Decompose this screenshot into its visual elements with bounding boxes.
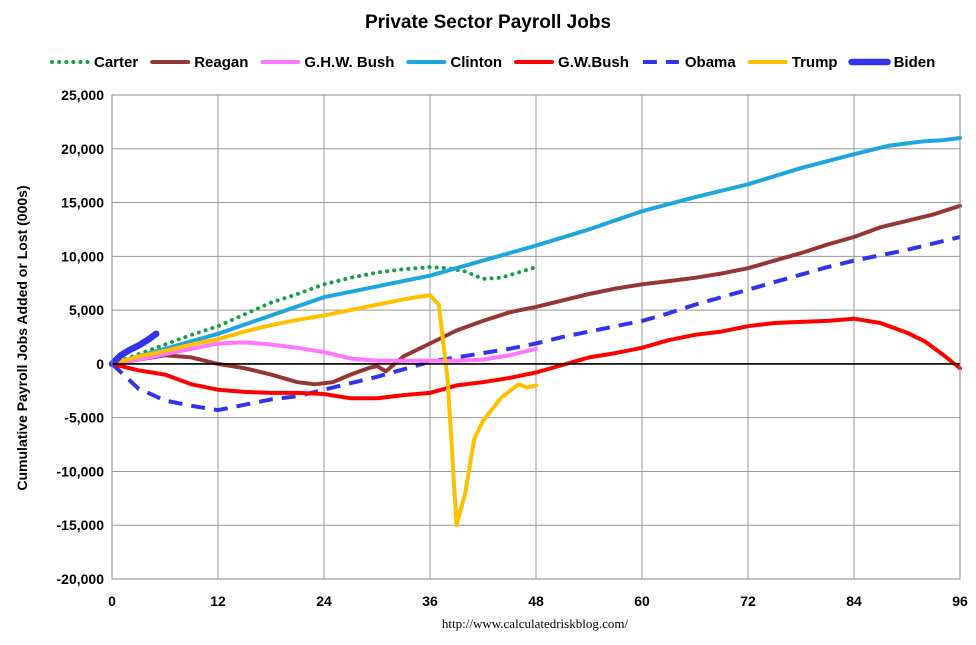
series-line-g-w-bush (110, 316, 962, 401)
x-tick-label: 24 (316, 593, 332, 609)
y-tick-label: 0 (96, 356, 104, 372)
legend-label-obama: Obama (685, 54, 737, 71)
legend-label-g-h-w-bush: G.H.W. Bush (304, 54, 394, 71)
legend-label-trump: Trump (792, 54, 838, 71)
x-tick-label: 60 (634, 593, 650, 609)
x-tick-label: 0 (108, 593, 116, 609)
x-tick-label: 36 (422, 593, 438, 609)
y-tick-label: 10,000 (61, 248, 104, 264)
x-tick-label: 72 (740, 593, 756, 609)
plot-border (111, 94, 961, 580)
series-line-g-h-w-bush (110, 340, 538, 366)
x-tick-labels: 0 12 24 36 48 60 72 84 96 (108, 593, 968, 609)
y-tick-label: -15,000 (57, 517, 105, 533)
series-line-trump (110, 293, 538, 528)
legend-label-g-w-bush: G.W.Bush (558, 54, 629, 71)
legend-label-clinton: Clinton (450, 54, 502, 71)
grid-lines (111, 94, 961, 580)
y-tick-label: -20,000 (57, 571, 105, 587)
legend-label-reagan: Reagan (194, 54, 248, 71)
y-axis-label: Cumulative Payroll Jobs Added or Lost (0… (14, 185, 30, 490)
series-line-carter (110, 265, 538, 366)
chart-title: Private Sector Payroll Jobs (365, 12, 611, 33)
x-tick-label: 48 (528, 593, 544, 609)
x-tick-label: 96 (952, 593, 968, 609)
y-tick-label: 20,000 (61, 141, 104, 157)
series-line-biden (108, 330, 160, 368)
y-tick-labels: -20,000 -15,000 -10,000 -5,000 0 5,000 10,000 1… (57, 87, 105, 587)
series-line-reagan (110, 203, 962, 387)
series-line-clinton (110, 136, 962, 366)
legend: Carter Reagan G.H.W. Bush Clinton G.W.Bush Ob… (50, 54, 936, 71)
x-tick-label: 12 (210, 593, 226, 609)
y-tick-label: 25,000 (61, 87, 104, 103)
y-tick-label: -10,000 (57, 463, 105, 479)
axes (111, 94, 961, 580)
x-tick-label: 84 (846, 593, 862, 609)
legend-label-carter: Carter (94, 54, 138, 71)
y-tick-label: 5,000 (69, 302, 104, 318)
y-tick-label: 15,000 (61, 195, 104, 211)
y-tick-label: -5,000 (64, 410, 104, 426)
legend-label-biden: Biden (894, 54, 936, 71)
series-line-obama (110, 235, 961, 413)
series-lines (108, 136, 962, 528)
source-url: http://www.calculatedriskblog.com/ (442, 616, 629, 631)
